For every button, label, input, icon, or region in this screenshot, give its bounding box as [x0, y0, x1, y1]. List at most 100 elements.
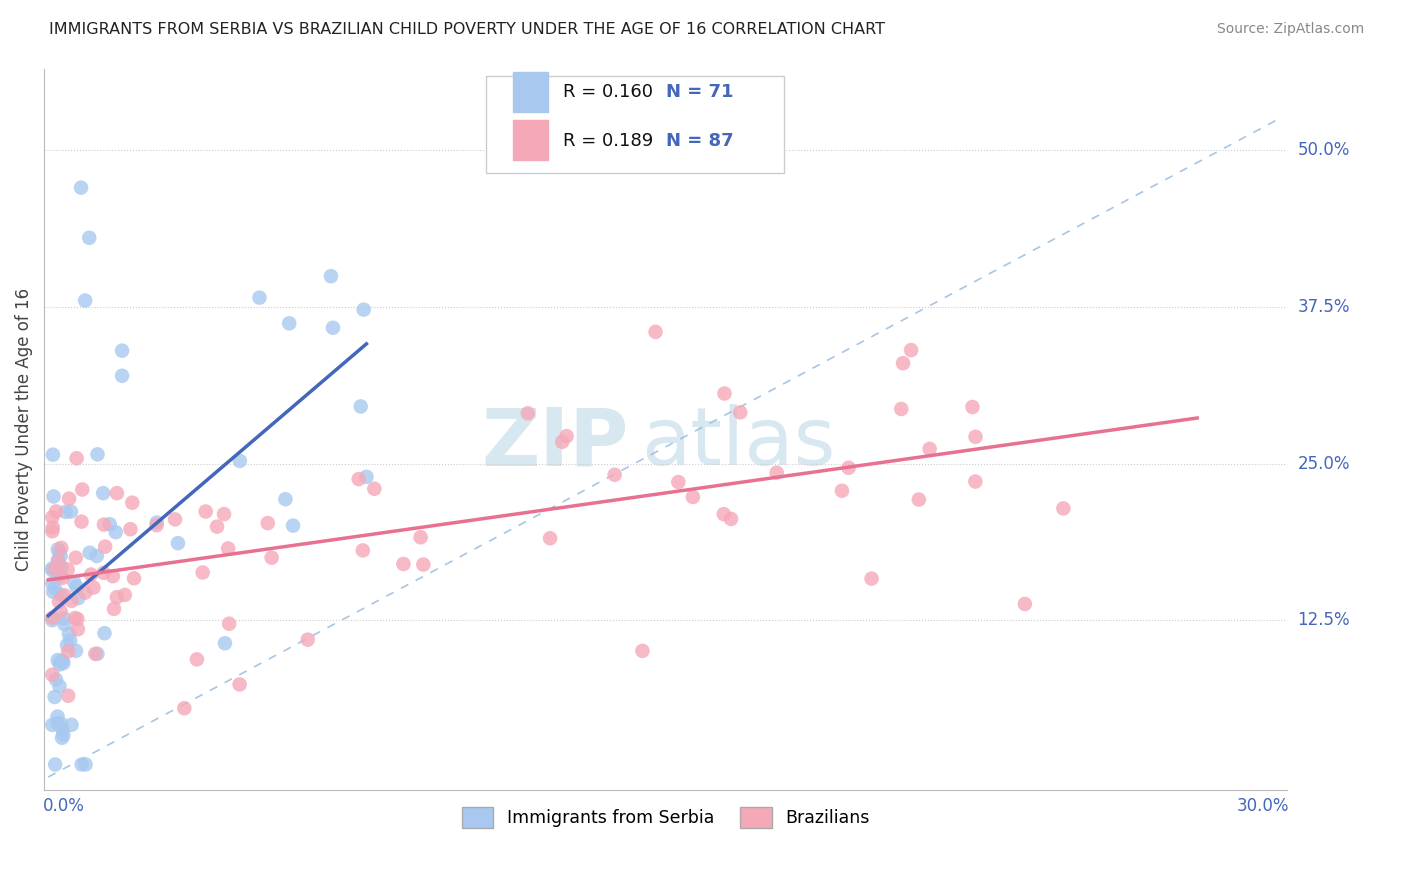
Point	[51, 559, 73, 574]
Point	[41, 510, 63, 524]
Point	[297, 632, 319, 647]
Point	[83, 581, 105, 595]
Point	[186, 652, 208, 666]
Point	[70, 483, 93, 497]
Point	[900, 343, 922, 357]
Point	[44, 581, 66, 595]
Point	[65, 451, 87, 466]
Point	[53, 617, 76, 632]
Point	[51, 723, 73, 737]
Point	[86, 647, 108, 661]
Point	[51, 571, 73, 585]
Point	[93, 517, 115, 532]
Point	[80, 567, 103, 582]
Text: 0.0%: 0.0%	[42, 797, 84, 814]
FancyBboxPatch shape	[485, 76, 785, 173]
Point	[53, 588, 76, 602]
Text: N = 87: N = 87	[666, 132, 734, 150]
Point	[228, 677, 250, 691]
Point	[58, 491, 80, 506]
Point	[41, 718, 63, 732]
Point	[167, 536, 190, 550]
Text: R = 0.189: R = 0.189	[562, 132, 652, 150]
Point	[56, 644, 79, 658]
Text: Source: ZipAtlas.com: Source: ZipAtlas.com	[1216, 22, 1364, 37]
Point	[728, 405, 751, 419]
Point	[42, 520, 65, 534]
Point	[70, 180, 93, 194]
Point	[63, 611, 86, 625]
Point	[94, 540, 117, 554]
Point	[631, 644, 654, 658]
Point	[41, 667, 63, 681]
Point	[46, 555, 69, 569]
Text: 25.0%: 25.0%	[1298, 455, 1350, 473]
Point	[907, 492, 929, 507]
Point	[51, 731, 73, 745]
Point	[41, 524, 63, 539]
Point	[890, 401, 912, 416]
Point	[214, 636, 236, 650]
Point	[45, 504, 67, 518]
Text: R = 0.160: R = 0.160	[562, 83, 652, 102]
Text: ZIP: ZIP	[481, 404, 628, 483]
Point	[713, 507, 735, 521]
Point	[165, 512, 187, 526]
Point	[41, 613, 63, 627]
Point	[44, 562, 66, 576]
Bar	[513, 72, 548, 112]
Point	[274, 492, 297, 507]
Point	[516, 406, 538, 420]
Point	[146, 516, 169, 530]
Point	[70, 757, 93, 772]
Point	[41, 561, 63, 575]
Point	[75, 293, 97, 308]
Point	[75, 585, 97, 599]
Point	[48, 569, 70, 583]
Point	[765, 466, 787, 480]
Point	[350, 400, 373, 414]
Point	[319, 269, 342, 284]
Point	[120, 522, 142, 536]
Point	[918, 442, 941, 456]
Point	[49, 716, 72, 731]
Point	[48, 595, 70, 609]
Point	[145, 518, 167, 533]
Point	[46, 709, 69, 723]
Y-axis label: Child Poverty Under the Age of 16: Child Poverty Under the Age of 16	[15, 287, 32, 571]
Point	[965, 475, 987, 489]
Point	[212, 507, 235, 521]
Point	[352, 543, 374, 558]
Point	[46, 653, 69, 667]
Point	[644, 325, 666, 339]
Point	[713, 386, 735, 401]
Point	[347, 472, 370, 486]
Point	[555, 429, 578, 443]
Point	[49, 549, 72, 563]
Point	[66, 612, 89, 626]
Point	[205, 519, 228, 533]
Text: 50.0%: 50.0%	[1298, 141, 1350, 159]
Point	[965, 430, 987, 444]
Point	[103, 602, 125, 616]
Point	[60, 718, 83, 732]
Point	[56, 562, 79, 576]
Point	[59, 633, 82, 648]
Point	[281, 518, 304, 533]
Point	[51, 654, 73, 668]
Point	[666, 475, 689, 489]
Point	[831, 483, 853, 498]
Point	[101, 569, 124, 583]
Point	[409, 530, 432, 544]
Point	[111, 368, 134, 383]
Point	[105, 590, 128, 604]
Point	[46, 552, 69, 566]
Point	[45, 673, 67, 687]
Point	[121, 496, 143, 510]
Text: 37.5%: 37.5%	[1298, 298, 1350, 316]
Point	[65, 550, 87, 565]
Point	[838, 460, 860, 475]
Point	[122, 571, 145, 585]
Point	[42, 448, 65, 462]
Point	[59, 504, 82, 518]
